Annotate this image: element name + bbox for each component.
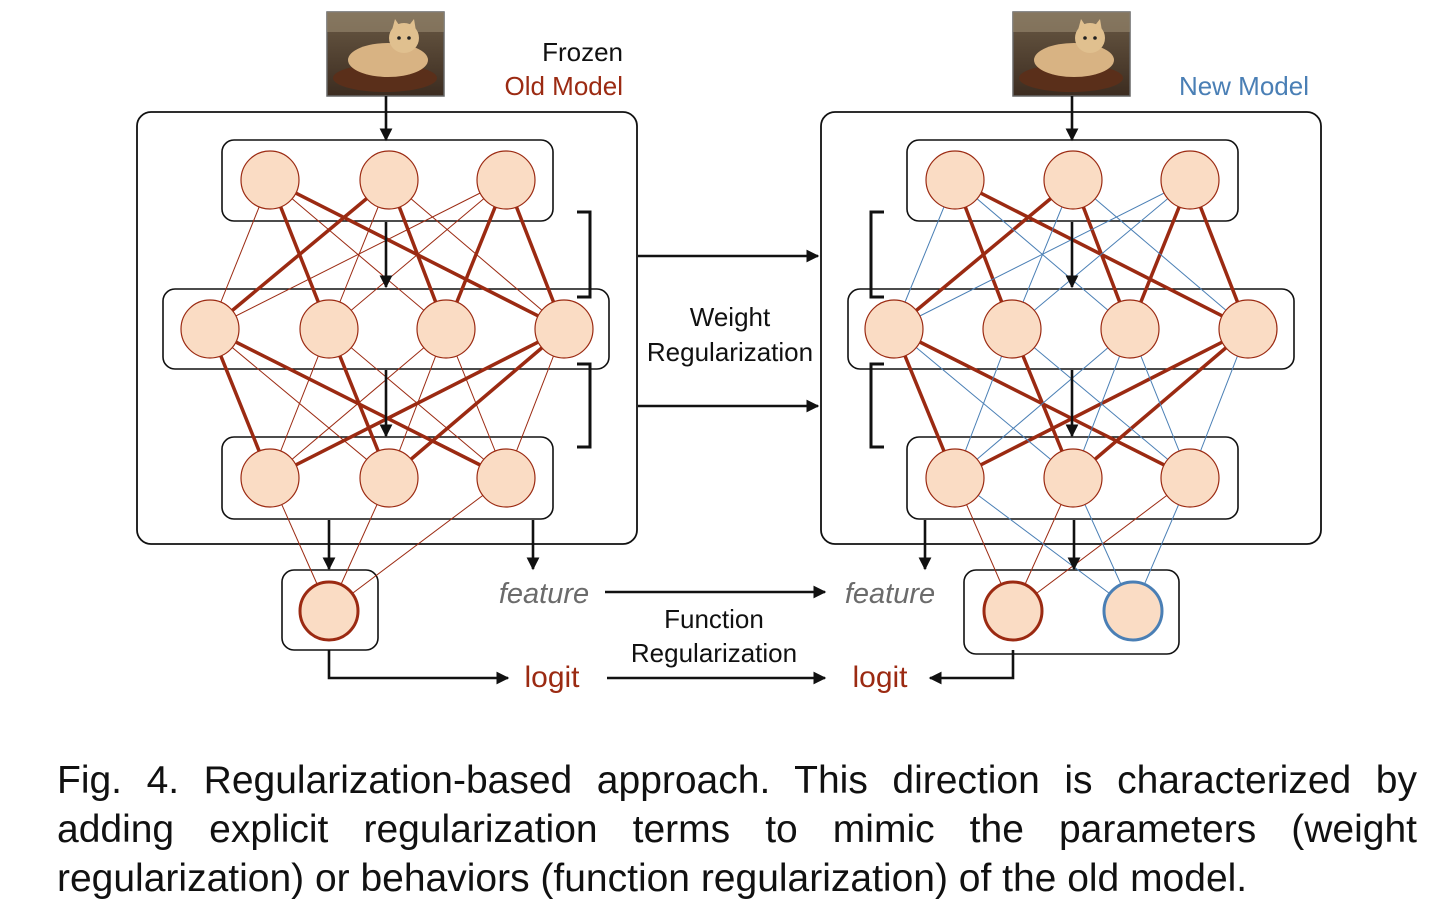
old-layer-2-box xyxy=(162,288,610,370)
new-connections-new-weights xyxy=(893,179,1249,612)
new-model-label: New Model xyxy=(1179,71,1309,101)
new-logit-label: logit xyxy=(852,661,908,694)
old-feature-label: feature xyxy=(499,578,589,610)
function-regularization-line2: Regularization xyxy=(631,638,797,668)
diagram: Frozen Old Model New Model Weight Regula… xyxy=(136,11,1322,694)
weight-regularization-line2: Regularization xyxy=(647,337,813,367)
flow-arrows xyxy=(322,96,1081,685)
new-output-neuron-old-class xyxy=(982,580,1044,642)
cat-image-old xyxy=(326,11,445,97)
frozen-label: Frozen xyxy=(542,37,623,67)
weight-brackets xyxy=(577,210,884,449)
new-output-neuron-new-class xyxy=(1102,580,1164,642)
old-neurons xyxy=(180,150,594,508)
function-regularization-line1: Function xyxy=(664,604,764,634)
old-output-neuron xyxy=(298,580,360,642)
old-model-label: Old Model xyxy=(505,71,624,101)
old-logit-label: logit xyxy=(524,661,580,694)
new-layer-2-box xyxy=(847,288,1295,370)
weight-regularization-line1: Weight xyxy=(690,302,771,332)
figure-caption: Fig. 4. Regularization-based approach. T… xyxy=(57,759,1417,900)
cat-image-new xyxy=(1012,11,1131,97)
new-feature-label: feature xyxy=(845,578,935,610)
new-neurons xyxy=(864,150,1278,508)
